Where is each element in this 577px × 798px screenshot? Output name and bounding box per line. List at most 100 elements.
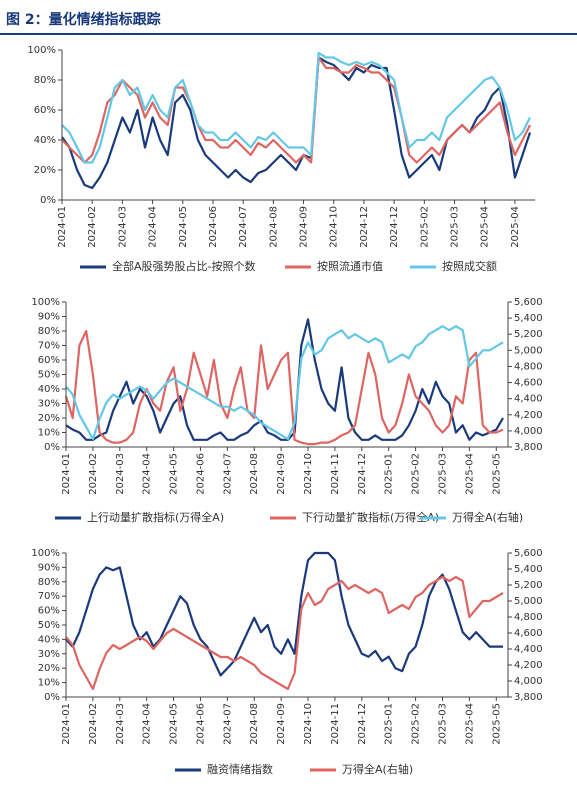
y-tick-label: 70% (38, 591, 60, 602)
y-tick-label: 60% (38, 606, 60, 617)
y-tick-label: 100% (27, 45, 56, 56)
figure-title: 图 2：量化情绪指标跟踪 (6, 11, 161, 28)
x-tick-label: 2025-04 (464, 453, 475, 495)
x-tick-label: 2024-02 (88, 703, 99, 745)
x-tick-label: 2024-09 (276, 703, 287, 745)
x-tick-label: 2024-05 (169, 453, 180, 495)
x-tick-label: 2025-01 (384, 453, 395, 495)
y2-tick-label: 5,000 (514, 596, 543, 607)
x-tick-label: 2025-04 (464, 703, 475, 745)
y2-tick-label: 4,600 (514, 378, 543, 389)
y2-tick-label: 4,800 (514, 361, 543, 372)
y-tick-label: 0% (40, 195, 56, 206)
x-tick-label: 2024-08 (249, 703, 260, 745)
legend-label: 按照成交额 (442, 259, 497, 273)
y-tick-label: 90% (38, 562, 60, 573)
x-tick-label: 2024-07 (222, 453, 233, 495)
x-tick-label: 2024-09 (299, 206, 310, 248)
legend-label: 万得全A(右轴) (452, 510, 523, 524)
x-tick-label: 2024-08 (268, 206, 279, 248)
legend-label: 全部A股强势股占比-按照个数 (112, 259, 256, 273)
x-tick-label: 2024-10 (329, 206, 340, 248)
series-line (65, 325, 504, 440)
x-tick-label: 2024-11 (330, 703, 341, 745)
x-tick-label: 2024-10 (303, 453, 314, 495)
y-tick-label: 90% (38, 312, 60, 323)
series-line (65, 551, 503, 677)
y2-tick-label: 4,200 (514, 410, 543, 421)
y2-tick-label: 4,400 (514, 644, 543, 655)
x-tick-label: 2024-06 (195, 703, 206, 745)
x-tick-label: 2024-02 (88, 453, 99, 495)
y-tick-label: 20% (38, 413, 60, 424)
x-tick-label: 2024-11 (330, 453, 341, 495)
y-tick-label: 100% (31, 548, 60, 559)
x-tick-label: 2024-04 (148, 206, 159, 248)
x-tick-label: 2024-06 (208, 206, 219, 248)
x-tick-label: 2024-03 (115, 703, 126, 745)
legend-label: 下行动量扩散指标(万得全A) (302, 510, 439, 524)
y-tick-label: 10% (38, 428, 60, 439)
y-tick-label: 20% (38, 663, 60, 674)
y2-tick-label: 4,000 (514, 676, 543, 687)
x-tick-label: 2025-04 (510, 206, 521, 248)
y2-tick-label: 3,800 (514, 442, 543, 453)
x-tick-label: 2024-09 (276, 453, 287, 495)
y-tick-label: 80% (38, 577, 60, 588)
x-tick-label: 2024-02 (87, 206, 98, 248)
series-line (65, 318, 504, 441)
y-tick-label: 60% (38, 355, 60, 366)
series-line (65, 575, 504, 691)
y2-tick-label: 5,200 (514, 329, 543, 340)
x-tick-label: 2024-03 (117, 206, 128, 248)
x-tick-label: 2025-05 (491, 453, 502, 495)
x-tick-label: 2024-10 (303, 703, 314, 745)
y2-tick-label: 5,400 (514, 564, 543, 575)
y2-tick-label: 4,000 (514, 426, 543, 437)
x-tick-label: 2025-02 (411, 703, 422, 745)
x-tick-label: 2025-02 (419, 206, 430, 248)
x-tick-label: 2024-01 (61, 703, 72, 745)
x-tick-label: 2024-06 (195, 453, 206, 495)
legend-label: 按照流通市值 (317, 259, 383, 273)
x-tick-label: 2024-05 (178, 206, 189, 248)
y-tick-label: 30% (38, 399, 60, 410)
y-tick-label: 80% (34, 75, 56, 86)
y-tick-label: 0% (44, 692, 60, 703)
y-tick-label: 80% (38, 326, 60, 337)
x-tick-label: 2025-05 (491, 703, 502, 745)
y-tick-label: 40% (34, 135, 56, 146)
legend-label: 万得全A(右轴) (342, 762, 413, 776)
x-tick-label: 2025-04 (480, 206, 491, 248)
y2-tick-label: 5,600 (514, 548, 543, 559)
y-tick-label: 100% (31, 297, 60, 308)
y-tick-label: 40% (38, 384, 60, 395)
x-tick-label: 2024-05 (169, 703, 180, 745)
legend-label: 融资情绪指数 (207, 762, 273, 776)
x-tick-label: 2024-07 (238, 206, 249, 248)
x-tick-label: 2024-12 (359, 206, 370, 248)
x-tick-label: 2024-12 (357, 453, 368, 495)
x-tick-label: 2024-04 (142, 703, 153, 745)
x-tick-label: 2025-02 (411, 453, 422, 495)
y2-tick-label: 4,600 (514, 628, 543, 639)
x-tick-label: 2024-03 (115, 453, 126, 495)
x-tick-label: 2024-01 (61, 453, 72, 495)
y-tick-label: 50% (38, 370, 60, 381)
y2-tick-label: 5,200 (514, 580, 543, 591)
legend-label: 上行动量扩散指标(万得全A) (87, 510, 224, 524)
y2-tick-label: 5,600 (514, 297, 543, 308)
y-tick-label: 0% (44, 442, 60, 453)
series-line (61, 56, 531, 164)
y2-tick-label: 4,200 (514, 660, 543, 671)
x-tick-label: 2025-03 (437, 453, 448, 495)
y2-tick-label: 4,400 (514, 394, 543, 405)
x-tick-label: 2025-01 (384, 703, 395, 745)
y-tick-label: 10% (38, 678, 60, 689)
y-tick-label: 40% (38, 634, 60, 645)
x-tick-label: 2025-03 (437, 703, 448, 745)
series-line (61, 51, 531, 164)
series-line (64, 329, 504, 446)
x-tick-label: 2024-08 (249, 453, 260, 495)
